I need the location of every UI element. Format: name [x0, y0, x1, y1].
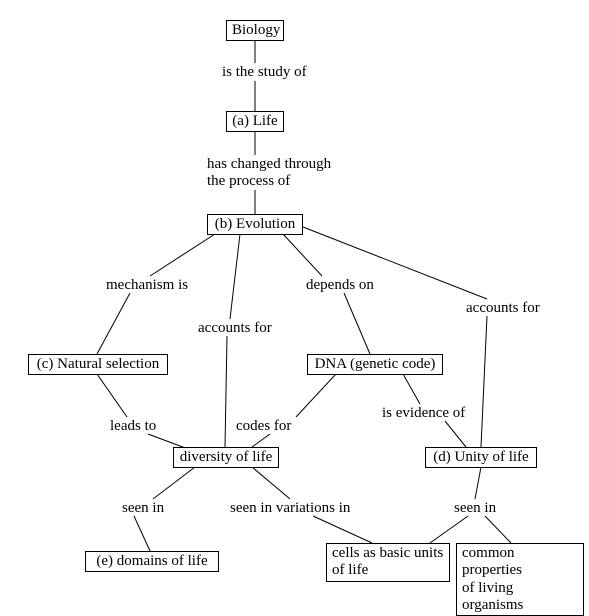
edge-label-accounts-for-right: accounts for: [466, 300, 540, 317]
node-evolution: (b) Evolution: [207, 214, 303, 235]
node-diversity-of-life: diversity of life: [173, 447, 279, 468]
node-biology: Biology: [226, 20, 284, 41]
node-common-properties: common propertiesof living organisms: [456, 543, 584, 616]
edge-label-seen-in-variations: seen in variations in: [230, 500, 350, 517]
node-unity-of-life: (d) Unity of life: [425, 447, 537, 468]
edge-label-accounts-for-left: accounts for: [198, 320, 272, 337]
edge-label-has-changed-through: has changed throughthe process of: [207, 156, 331, 191]
edge-label-seen-in-right: seen in: [454, 500, 496, 517]
node-dna: DNA (genetic code): [307, 354, 443, 375]
edge-label-codes-for: codes for: [236, 418, 291, 435]
edge-label-depends-on: depends on: [306, 277, 374, 294]
node-natural-selection: (c) Natural selection: [28, 354, 168, 375]
edge-label-is-evidence-of: is evidence of: [382, 405, 465, 422]
edge-label-mechanism-is: mechanism is: [106, 277, 188, 294]
edge-label-seen-in-left: seen in: [122, 500, 164, 517]
node-domains-of-life: (e) domains of life: [85, 551, 219, 572]
edge-label-is-the-study-of: is the study of: [222, 64, 307, 81]
node-cells-as-basic-units: cells as basic unitsof life: [326, 543, 450, 582]
edge-label-leads-to: leads to: [110, 418, 156, 435]
concept-map: Biology (a) Life (b) Evolution (c) Natur…: [0, 0, 589, 597]
node-life: (a) Life: [226, 111, 284, 132]
